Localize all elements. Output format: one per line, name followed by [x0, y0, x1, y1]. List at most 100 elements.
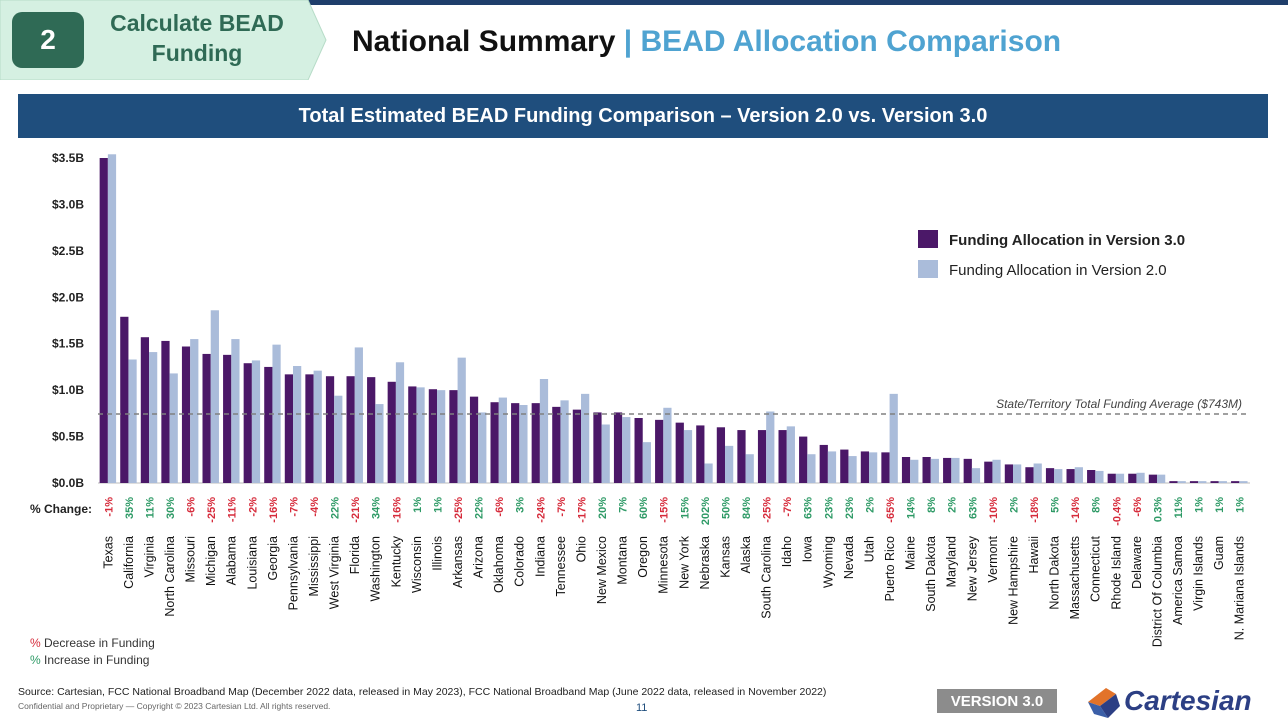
pct-change-value: -0.4%: [1111, 497, 1123, 526]
bar-v3: [1066, 469, 1075, 483]
bar-v2: [539, 379, 549, 483]
page-title: National Summary | BEAD Allocation Compa…: [352, 25, 1061, 59]
category-label: Virgin Islands: [1192, 536, 1206, 611]
legend-swatch-v3: [918, 230, 938, 248]
pct-change-value: -21%: [350, 497, 362, 523]
bar-v2: [848, 456, 857, 483]
bar-v2: [375, 404, 384, 483]
pct-change-value: -7%: [288, 497, 300, 517]
pct-change-value: -24%: [535, 497, 547, 523]
pct-change-value: -25%: [453, 497, 465, 523]
bar-v2: [663, 407, 672, 483]
source-note: Source: Cartesian, FCC National Broadban…: [18, 686, 827, 698]
bar-v2: [1198, 481, 1207, 483]
pct-change-value: 63%: [967, 497, 979, 519]
pct-change-value: -25%: [206, 497, 218, 523]
pct-change-value: -6%: [494, 497, 506, 517]
legend-swatch-v2: [918, 260, 938, 278]
step-label-line2: Funding: [151, 40, 243, 66]
pct-change-value: -16%: [391, 497, 403, 523]
pct-change-value: -65%: [885, 497, 897, 523]
bar-v3: [325, 376, 335, 483]
bar-v2: [1013, 464, 1022, 483]
category-label: Tennessee: [554, 536, 568, 597]
pct-change-value: -25%: [762, 497, 774, 523]
bar-v2: [1136, 472, 1145, 483]
bar-v3: [613, 412, 623, 483]
pct-change-value: -11%: [227, 497, 239, 522]
bar-v2: [1239, 481, 1248, 483]
page-title-separator: |: [623, 25, 633, 58]
pct-change-value: 14%: [906, 497, 918, 519]
pct-change-value: -7%: [556, 497, 568, 517]
category-label: Maryland: [945, 536, 959, 587]
pct-change-value: 23%: [844, 497, 856, 519]
category-label: Michigan: [204, 536, 218, 586]
bar-v3: [799, 436, 808, 483]
pct-change-value: 34%: [371, 497, 383, 519]
bar-v2: [478, 412, 487, 483]
bar-v2: [889, 393, 898, 483]
step-indicator: 2 Calculate BEAD Funding: [0, 0, 330, 80]
bar-v3: [901, 457, 911, 483]
bar-v3: [922, 457, 931, 483]
pct-change-value: 30%: [165, 497, 177, 519]
bar-v2: [581, 393, 590, 483]
bar-v2: [519, 405, 528, 483]
category-label: Nevada: [842, 536, 856, 579]
average-line-label: State/Territory Total Funding Average ($…: [996, 397, 1242, 411]
bar-v2: [416, 387, 425, 483]
category-label: Montana: [616, 536, 630, 585]
category-label: District Of Columbia: [1150, 536, 1164, 647]
bar-v3: [634, 418, 643, 483]
decrease-note: % Decrease in Funding: [30, 636, 155, 650]
pct-change-value: 2%: [864, 497, 876, 513]
pct-change-value: 50%: [720, 497, 732, 519]
legend-label-v3: Funding Allocation in Version 3.0: [949, 232, 1185, 249]
bar-v2: [807, 454, 816, 483]
category-label: Puerto Rico: [883, 536, 897, 601]
bar-v2: [725, 445, 734, 483]
bar-v3: [1025, 467, 1034, 483]
bar-v3: [1231, 481, 1240, 483]
category-label: New York: [677, 535, 691, 589]
pct-change-value: 60%: [638, 497, 650, 519]
pct-change-value: 1%: [432, 497, 444, 513]
pct-change-label: % Change:: [30, 502, 92, 516]
chart-header: Total Estimated BEAD Funding Comparison …: [18, 94, 1268, 138]
category-label: South Carolina: [760, 536, 774, 619]
pct-change-value: -15%: [659, 497, 671, 523]
pct-change-value: 0.3%: [1152, 497, 1164, 522]
bar-v3: [428, 389, 438, 483]
pct-change-value: 1%: [412, 497, 424, 513]
pct-change-value: -1%: [103, 497, 115, 517]
bead-funding-bar-chart: $0.0B $0.5B $1.0B $1.5B $2.0B $2.5B $3.0B $3.5B…: [30, 151, 1250, 647]
page-title-main: National Summary: [352, 25, 616, 58]
page-title-sub: BEAD Allocation Comparison: [640, 25, 1062, 58]
bar-v2: [457, 357, 466, 483]
bar-v3: [572, 409, 582, 483]
bar-v3: [757, 430, 767, 483]
bar-v3: [819, 444, 828, 483]
bar-v2: [622, 417, 631, 483]
bar-v3: [1107, 473, 1116, 483]
category-label: South Dakota: [924, 536, 938, 612]
category-label: New Mexico: [595, 536, 609, 604]
bar-v3: [984, 461, 993, 483]
bar-v3: [408, 386, 417, 483]
category-label: Connecticut: [1089, 535, 1103, 602]
pct-change-value: 1%: [1214, 497, 1226, 513]
category-label: Nebraska: [698, 536, 712, 590]
y-tick-label: $1.5B: [52, 337, 84, 351]
category-label: Arizona: [472, 536, 486, 578]
pct-change-value: -6%: [1132, 497, 1144, 517]
pct-change-value: -6%: [186, 497, 198, 517]
step-label-line1: Calculate BEAD: [110, 10, 284, 36]
y-tick-label: $0.0B: [52, 476, 84, 490]
pct-change-value: -16%: [268, 497, 280, 523]
cartesian-logo: Cartesian: [1086, 684, 1276, 720]
category-label: Louisiana: [245, 536, 259, 590]
category-label: N. Mariana Islands: [1233, 536, 1247, 640]
bar-v3: [99, 158, 108, 483]
bar-v3: [120, 316, 129, 483]
